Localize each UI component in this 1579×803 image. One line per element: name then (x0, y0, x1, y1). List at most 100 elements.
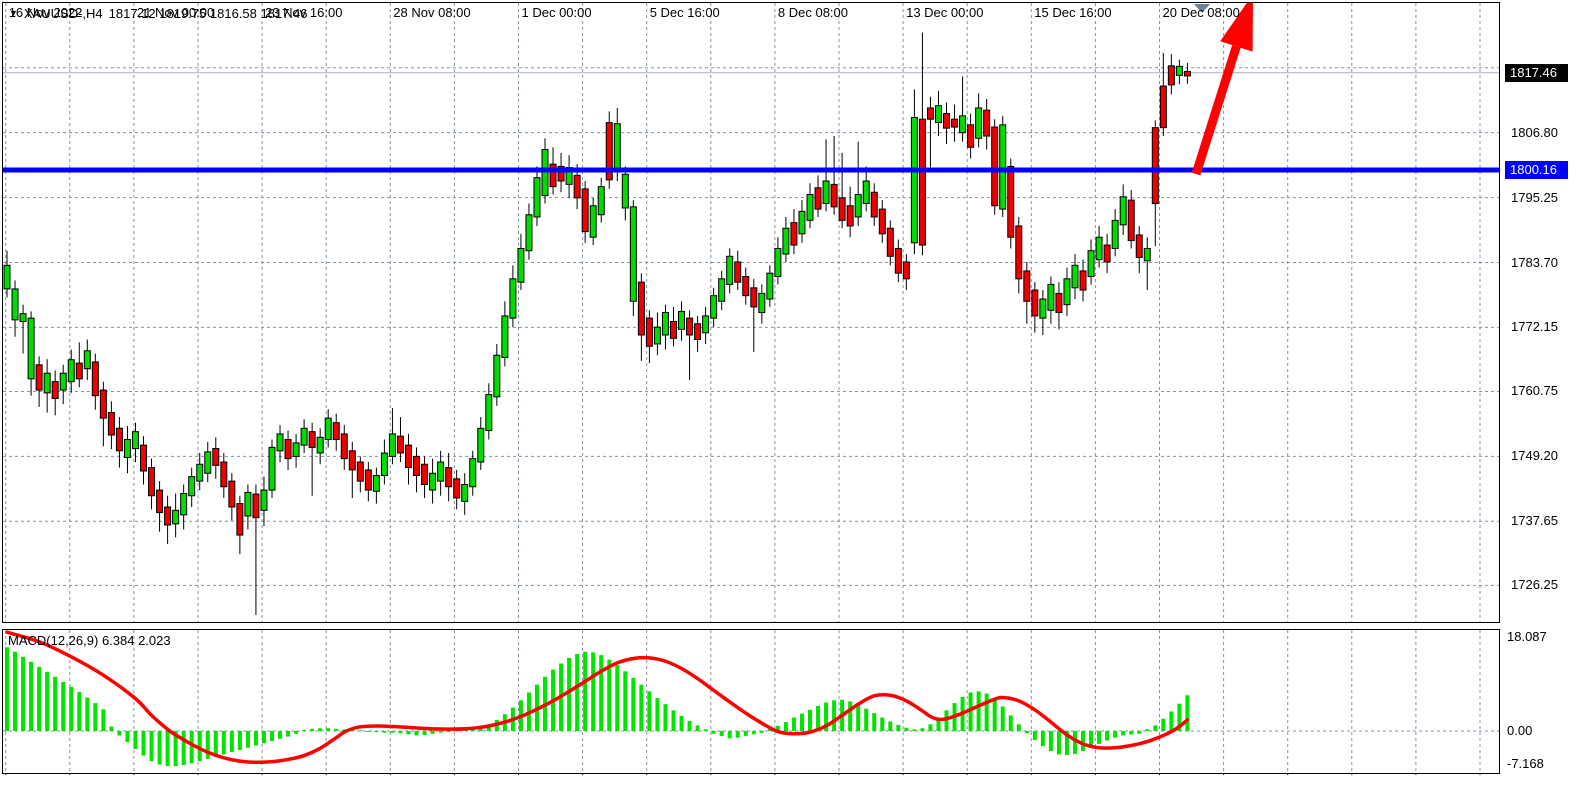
macd-histogram-bar (599, 655, 604, 731)
macd-histogram-bar (711, 731, 716, 734)
trend-arrow-shaft[interactable] (1191, 45, 1241, 176)
bear-candle (1183, 70, 1191, 77)
price-axis[interactable] (1500, 0, 1579, 803)
bear-candle (846, 205, 854, 227)
chart-shift-marker-icon[interactable] (1194, 4, 1210, 13)
bear-candle (734, 261, 742, 283)
macd-histogram-bar (37, 666, 42, 731)
macd-histogram-bar (896, 724, 901, 731)
macd-histogram-bar (278, 731, 283, 739)
bear-candle (918, 118, 926, 246)
macd-axis-label: 18.087 (1507, 629, 1547, 644)
macd-histogram-bar (286, 731, 291, 737)
bull-candle (11, 288, 19, 321)
bull-candle (597, 186, 605, 216)
bear-candle (886, 227, 894, 257)
macd-indicator-area[interactable] (3, 630, 1499, 773)
bull-candle (437, 461, 445, 482)
macd-histogram-bar (157, 731, 162, 765)
bear-candle (356, 461, 364, 482)
macd-histogram-bar (1129, 731, 1134, 735)
bull-candle (1047, 283, 1055, 311)
price-axis-label: 1726.25 (1511, 577, 1558, 593)
bear-candle (364, 469, 372, 491)
time-axis-label: 5 Dec 16:00 (649, 5, 720, 20)
bull-candle (862, 180, 870, 204)
macd-histogram-bar (824, 702, 829, 731)
macd-histogram-bar (446, 731, 451, 732)
time-axis[interactable] (0, 775, 1500, 803)
macd-histogram-bar (414, 731, 419, 736)
macd-values: 6.384 2.023 (101, 633, 171, 648)
macd-histogram-bar (872, 713, 877, 731)
bear-candle (926, 107, 934, 120)
bull-candle (1071, 264, 1079, 289)
macd-histogram-bar (695, 725, 700, 731)
macd-histogram-bar (944, 710, 949, 731)
macd-histogram-bar (751, 731, 756, 735)
macd-histogram-bar (125, 731, 130, 743)
macd-histogram-bar (390, 731, 395, 733)
bear-candle (830, 183, 838, 208)
bull-candle (276, 433, 284, 452)
macd-histogram-bar (703, 729, 708, 731)
bear-candle (107, 412, 115, 436)
bear-candle (228, 480, 236, 508)
macd-histogram-bar (888, 721, 893, 731)
bear-candle (983, 109, 991, 137)
bull-candle (429, 472, 437, 491)
bear-candle (637, 281, 645, 336)
macd-histogram-bar (1177, 703, 1182, 731)
bear-candle (348, 450, 356, 471)
bear-candle (894, 247, 902, 274)
macd-histogram-bar (1113, 731, 1118, 738)
macd-histogram-bar (189, 731, 194, 764)
bear-candle (838, 197, 846, 221)
time-axis-label: 13 Dec 00:00 (906, 5, 984, 20)
macd-histogram-bar (5, 647, 9, 731)
trend-arrow-head[interactable] (1220, 0, 1253, 52)
macd-histogram-bar (767, 729, 772, 731)
bear-candle (1015, 225, 1023, 280)
macd-histogram-bar (623, 671, 628, 731)
macd-histogram-bar (1056, 731, 1061, 755)
bear-candle (694, 323, 702, 340)
macd-histogram-bar (366, 731, 371, 732)
macd-histogram-bar (430, 731, 435, 734)
macd-histogram-bar (679, 715, 684, 731)
bull-candle (59, 372, 67, 391)
macd-histogram-bar (864, 708, 869, 731)
bull-candle (975, 107, 983, 139)
bear-candle (35, 364, 43, 391)
bear-candle (413, 455, 421, 477)
time-axis-label: 15 Dec 16:00 (1034, 5, 1112, 20)
macd-histogram-bar (197, 731, 202, 762)
chevron-down-icon[interactable]: ▼ (9, 8, 18, 18)
macd-histogram-bar (398, 731, 403, 734)
macd-histogram-bar (1048, 731, 1053, 752)
macd-histogram-bar (77, 691, 82, 731)
macd-histogram-bar (1089, 731, 1094, 748)
macd-histogram-bar (1145, 729, 1150, 731)
macd-histogram-bar (1105, 731, 1110, 741)
bear-candle (991, 126, 999, 207)
bull-candle (726, 255, 734, 285)
macd-histogram-bar (382, 731, 387, 733)
price-axis-label: 1772.15 (1511, 319, 1558, 335)
macd-histogram-bar (294, 731, 299, 734)
bull-candle (782, 227, 790, 255)
macd-histogram-bar (936, 717, 941, 731)
bear-candle (99, 389, 107, 419)
macd-histogram-bar (101, 709, 106, 731)
main-chart-area[interactable] (3, 0, 1499, 622)
bear-candle (549, 163, 557, 188)
bear-candle (445, 467, 453, 488)
macd-histogram-bar (1169, 711, 1174, 731)
macd-histogram-bar (1185, 695, 1190, 731)
bear-candle (1127, 199, 1135, 242)
bear-candle (396, 435, 404, 454)
macd-indicator-label: MACD(12,26,9) 6.384 2.023 (8, 633, 171, 648)
macd-histogram-bar (269, 731, 274, 742)
macd-histogram-bar (775, 725, 780, 731)
